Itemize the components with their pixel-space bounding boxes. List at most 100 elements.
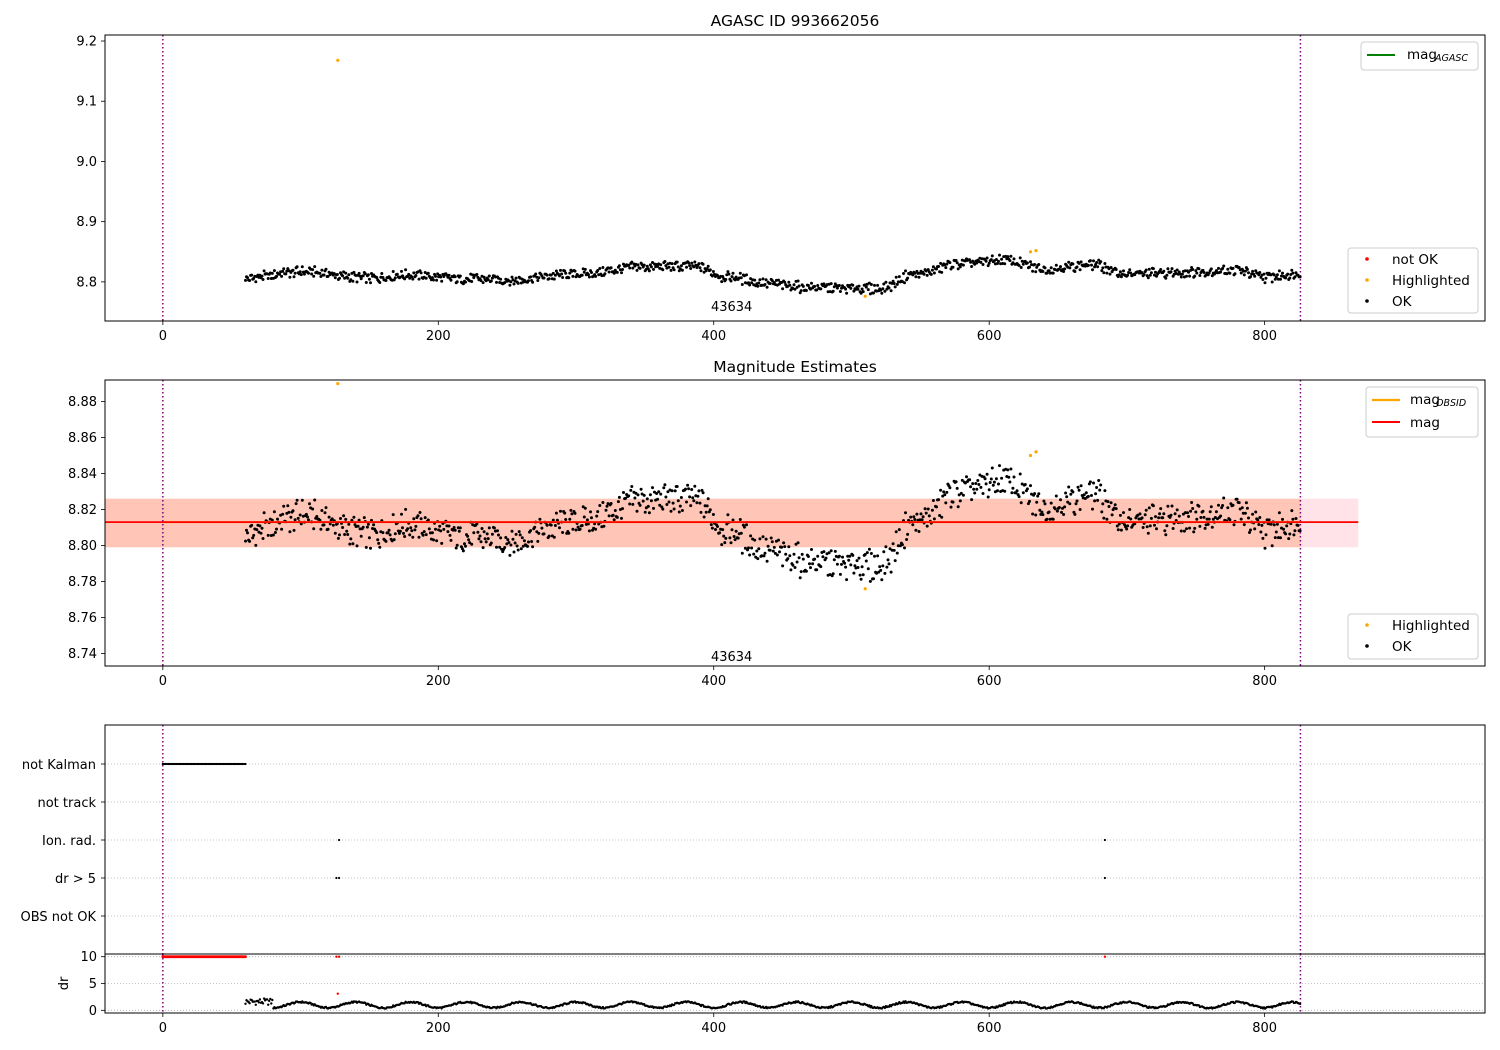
ok-point (1012, 257, 1016, 261)
ok-point (1106, 500, 1110, 504)
x-tick-label: 600 (977, 1021, 1002, 1036)
ok-point (1103, 262, 1107, 265)
ok-point (1192, 530, 1196, 534)
ok-point (355, 544, 359, 548)
ok-point (1159, 268, 1163, 271)
ok-point (318, 271, 322, 275)
ok-point (859, 577, 863, 581)
ok-point (975, 487, 979, 491)
ok-point (511, 537, 515, 541)
ok-point (819, 565, 823, 569)
ok-point (813, 284, 817, 288)
ok-point (1228, 518, 1232, 522)
ok-point (1008, 480, 1012, 484)
ok-point (1164, 276, 1168, 280)
ok-point (292, 275, 296, 279)
ok-point (1023, 483, 1027, 486)
ok-point (756, 284, 760, 288)
ok-point (1188, 526, 1192, 530)
ok-point (298, 270, 302, 274)
ok-point (1117, 522, 1121, 526)
ok-point (1277, 269, 1281, 273)
ok-point (979, 260, 983, 264)
ok-point (571, 527, 575, 531)
ok-point (1210, 274, 1214, 278)
ok-point (558, 526, 561, 530)
ok-point (972, 487, 976, 491)
ok-point (596, 269, 600, 272)
flag-point (335, 876, 338, 880)
ok-point (698, 501, 702, 505)
ok-point (1293, 529, 1297, 533)
ok-point (400, 512, 403, 516)
ok-point (514, 276, 518, 280)
ok-point (1077, 488, 1081, 492)
ok-point (1055, 509, 1059, 513)
ok-point (1099, 260, 1103, 264)
ok-point (913, 518, 917, 521)
ok-point (797, 284, 801, 288)
ok-point (1288, 532, 1292, 536)
ok-point (419, 271, 423, 275)
ok-point (1094, 492, 1098, 496)
ok-point (295, 265, 299, 269)
ok-point (1253, 274, 1257, 278)
x-tick-label: 0 (159, 329, 167, 344)
ok-point (531, 280, 535, 284)
ok-point (446, 530, 450, 534)
ok-point (758, 278, 762, 282)
ok-point (1162, 512, 1166, 516)
ok-point (1053, 507, 1057, 511)
ok-point (464, 544, 467, 548)
ok-point (381, 276, 385, 279)
ok-point (1011, 261, 1015, 265)
flags-panel: not Kalman not track Ion. rad. dr > 5 OBS no… (21, 724, 1486, 955)
ok-point (322, 273, 326, 277)
x-tick-label: 800 (1252, 329, 1277, 344)
ok-point (1284, 276, 1288, 280)
ok-point (426, 271, 430, 275)
ok-point (1082, 493, 1086, 497)
ok-point (567, 531, 571, 535)
ok-point (435, 278, 439, 282)
ok-point (1178, 272, 1182, 276)
ok-point (1292, 533, 1296, 537)
ok-point (537, 276, 541, 280)
ok-point (1209, 267, 1213, 271)
ok-point (1103, 489, 1107, 493)
ok-point (342, 514, 346, 518)
ok-point (311, 268, 315, 272)
ok-point (699, 269, 703, 273)
ok-point (641, 499, 645, 503)
ok-point (1154, 515, 1157, 519)
ok-point (1102, 516, 1106, 520)
ok-point (665, 503, 669, 506)
ok-point (412, 271, 416, 275)
ok-point (1149, 516, 1153, 520)
ok-point (984, 482, 988, 486)
ok-point (994, 258, 998, 261)
ok-point (829, 282, 833, 286)
ok-point (840, 562, 843, 566)
ok-point (1197, 504, 1201, 508)
ok-point (958, 499, 962, 503)
ok-point (664, 495, 668, 499)
y-tick-label: 8.82 (68, 503, 97, 518)
ok-point (692, 499, 696, 503)
ok-point (288, 530, 292, 534)
ok-point (851, 553, 855, 557)
ok-point (281, 269, 285, 273)
ok-point (786, 557, 790, 561)
ok-point (731, 518, 735, 522)
ok-point (372, 523, 376, 527)
ok-point (906, 532, 910, 536)
ok-point (893, 285, 897, 289)
ok-point (860, 565, 864, 569)
ok-point (568, 271, 572, 275)
ok-point (889, 570, 893, 574)
ok-point (945, 262, 949, 266)
ok-point (784, 552, 788, 556)
ok-point (627, 494, 631, 498)
ok-point (344, 517, 348, 521)
chart-title: Magnitude Estimates (713, 358, 877, 376)
